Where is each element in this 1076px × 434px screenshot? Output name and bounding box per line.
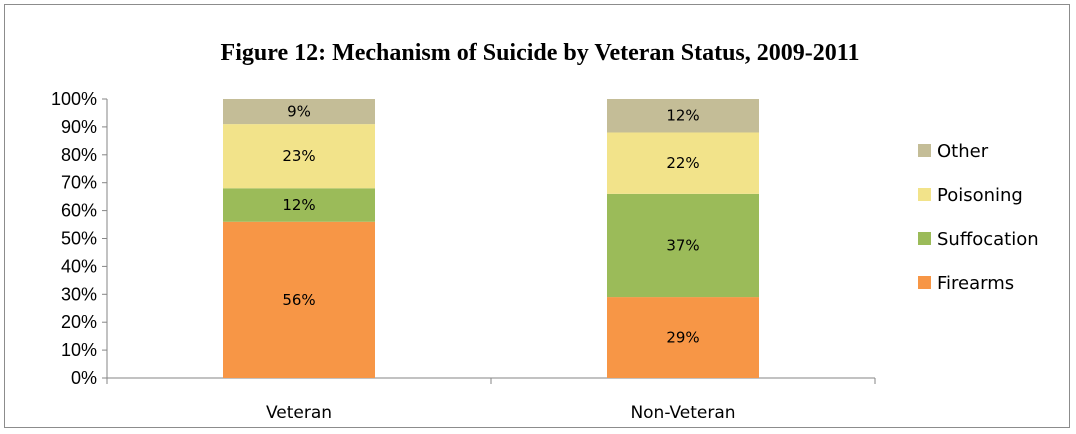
y-tick-label: 20% bbox=[61, 312, 97, 332]
y-tick-label: 50% bbox=[61, 229, 97, 249]
data-label: 56% bbox=[282, 291, 315, 309]
y-tick-label: 10% bbox=[61, 340, 97, 360]
bar-segment-firearms bbox=[223, 221, 375, 378]
legend-label: Firearms bbox=[937, 273, 1014, 294]
y-tick-label: 30% bbox=[61, 284, 97, 304]
chart-title: Figure 12: Mechanism of Suicide by Veter… bbox=[221, 40, 860, 66]
data-labels: 56% 12% 23% 9% 29% 37% 22% 12% bbox=[282, 103, 699, 347]
data-label: 37% bbox=[666, 236, 699, 254]
x-category-label: Veteran bbox=[266, 403, 332, 423]
bar-segment-suffocation bbox=[607, 193, 759, 298]
legend-swatch bbox=[918, 188, 931, 201]
axes: 0% 10% 20% 30% 40% 50% 60% 70% 80% 90% 100% Veteran… bbox=[51, 89, 876, 423]
bar-segment-firearms bbox=[607, 297, 759, 378]
legend-swatch bbox=[918, 232, 931, 245]
data-label: 23% bbox=[282, 147, 315, 165]
legend-swatch bbox=[918, 144, 931, 157]
data-label: 29% bbox=[666, 329, 699, 347]
legend-label: Suffocation bbox=[937, 229, 1039, 250]
y-tick-label: 70% bbox=[61, 173, 97, 193]
data-label: 12% bbox=[282, 196, 315, 214]
bar-segment-other bbox=[223, 99, 375, 125]
legend-label: Other bbox=[937, 141, 989, 162]
data-label: 22% bbox=[666, 154, 699, 172]
y-tick-label: 80% bbox=[61, 145, 97, 165]
bar-segment-poisoning bbox=[223, 124, 375, 189]
y-tick-label: 100% bbox=[51, 89, 97, 109]
y-tick-label: 90% bbox=[61, 117, 97, 137]
legend: Other Poisoning Suffocation Firearms bbox=[918, 141, 1039, 294]
legend-label: Poisoning bbox=[937, 185, 1023, 206]
y-tick-label: 40% bbox=[61, 256, 97, 276]
data-label: 9% bbox=[287, 103, 311, 121]
y-tick-label: 0% bbox=[71, 368, 97, 388]
legend-swatch bbox=[918, 276, 931, 289]
bar-segment-suffocation bbox=[223, 188, 375, 222]
chart-frame bbox=[4, 4, 1070, 428]
bar-segment-other bbox=[607, 99, 759, 133]
bars bbox=[223, 99, 759, 378]
x-category-label: Non-Veteran bbox=[630, 403, 735, 423]
y-tick-label: 60% bbox=[61, 201, 97, 221]
data-label: 12% bbox=[666, 107, 699, 125]
bar-segment-poisoning bbox=[607, 132, 759, 194]
